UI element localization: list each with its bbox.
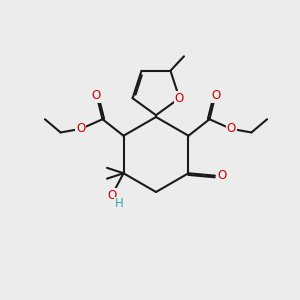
Text: O: O: [226, 122, 236, 135]
Text: O: O: [218, 169, 227, 182]
Text: H: H: [115, 197, 124, 210]
Text: O: O: [76, 122, 86, 135]
Text: O: O: [175, 92, 184, 105]
Text: O: O: [91, 89, 100, 102]
Text: O: O: [212, 89, 221, 102]
Text: O: O: [107, 189, 116, 202]
